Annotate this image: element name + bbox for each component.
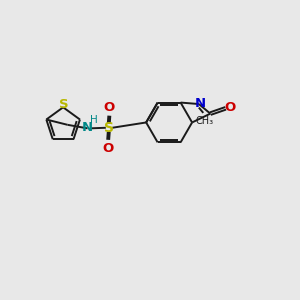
- Text: S: S: [59, 98, 68, 111]
- Text: N: N: [81, 121, 92, 134]
- Text: O: O: [225, 100, 236, 114]
- Text: N: N: [194, 97, 206, 110]
- Text: O: O: [103, 142, 114, 154]
- Text: O: O: [104, 101, 115, 114]
- Text: H: H: [90, 115, 97, 125]
- Text: CH₃: CH₃: [195, 116, 214, 125]
- Text: S: S: [104, 121, 114, 135]
